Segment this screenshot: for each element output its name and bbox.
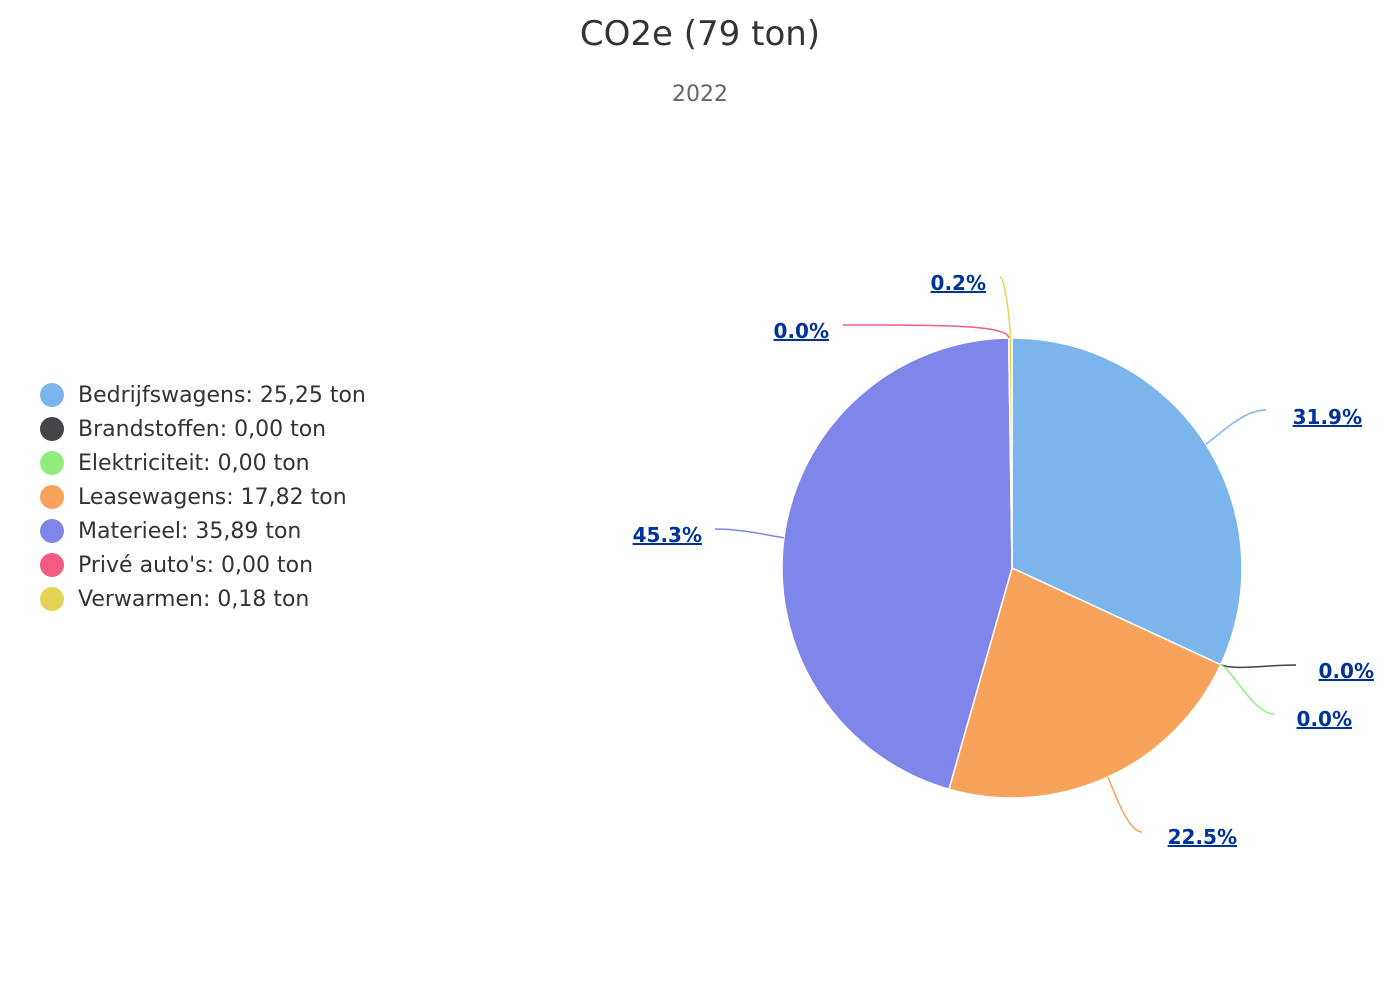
chart-subtitle: 2022 [672, 82, 728, 107]
legend-label: Bedrijfswagens: 25,25 ton [78, 382, 366, 408]
legend-swatch [40, 383, 64, 407]
legend-label: Leasewagens: 17,82 ton [78, 484, 347, 510]
pie-slices [781, 337, 1243, 799]
legend-item-elektriciteit[interactable]: Elektriciteit: 0,00 ton [40, 446, 366, 480]
data-label-verwarmen[interactable]: 0.2% [931, 271, 986, 295]
legend-label: Privé auto's: 0,00 ton [78, 552, 314, 578]
legend-swatch [40, 485, 64, 509]
legend-item-brandstoffen[interactable]: Brandstoffen: 0,00 ton [40, 412, 366, 446]
legend-item-materieel[interactable]: Materieel: 35,89 ton [40, 514, 366, 548]
data-label-prive-auto-s[interactable]: 0.0% [774, 319, 829, 343]
legend-label: Brandstoffen: 0,00 ton [78, 416, 327, 442]
legend-swatch [40, 553, 64, 577]
legend-item-bedrijfswagens[interactable]: Bedrijfswagens: 25,25 ton [40, 378, 366, 412]
legend-swatch [40, 417, 64, 441]
label-connectors [714, 276, 1297, 833]
label-connector-brandstoffen [1220, 663, 1297, 669]
data-label-materieel[interactable]: 45.3% [633, 523, 702, 547]
data-label-bedrijfswagens[interactable]: 31.9% [1293, 405, 1362, 429]
data-label-elektriciteit[interactable]: 0.0% [1297, 707, 1352, 731]
legend-swatch [40, 587, 64, 611]
legend-label: Verwarmen: 0,18 ton [78, 586, 310, 612]
data-labels: 31.9% 0.0% 0.0% 22.5% 45.3% 0.0% 0.2% [633, 271, 1374, 849]
label-connector-elektriciteit [1220, 664, 1275, 715]
data-label-leasewagens[interactable]: 22.5% [1168, 825, 1237, 849]
legend-swatch [40, 451, 64, 475]
legend-item-verwarmen[interactable]: Verwarmen: 0,18 ton [40, 582, 366, 616]
label-connector-materieel [714, 528, 785, 539]
data-label-brandstoffen[interactable]: 0.0% [1319, 659, 1374, 683]
label-connector-bedrijfswagens [1205, 409, 1267, 445]
pie-slice-bedrijfswagens[interactable] [1011, 337, 1243, 666]
label-connector-prive-auto-s [842, 324, 1010, 339]
chart-title: CO2e (79 ton) [579, 14, 821, 54]
legend-label: Materieel: 35,89 ton [78, 518, 302, 544]
legend-item-prive-autos[interactable]: Privé auto's: 0,00 ton [40, 548, 366, 582]
label-connector-leasewagens [1107, 776, 1143, 833]
label-connector-verwarmen [999, 276, 1012, 339]
legend-swatch [40, 519, 64, 543]
legend-label: Elektriciteit: 0,00 ton [78, 450, 310, 476]
legend-item-leasewagens[interactable]: Leasewagens: 17,82 ton [40, 480, 366, 514]
chart-legend: Bedrijfswagens: 25,25 ton Brandstoffen: … [40, 378, 366, 616]
